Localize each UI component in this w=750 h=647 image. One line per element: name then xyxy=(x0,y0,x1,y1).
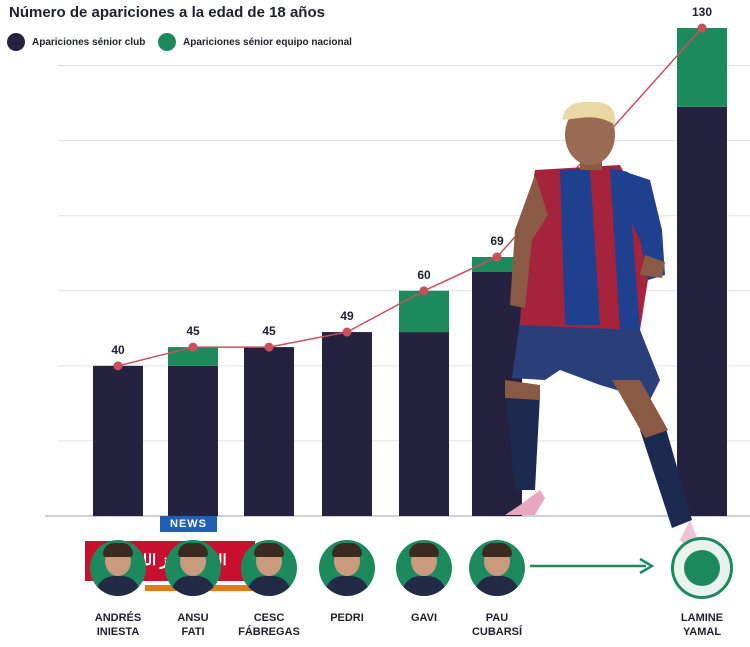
x-tick-label: PEDRI xyxy=(330,612,364,624)
bar-club xyxy=(399,332,449,516)
bar-club xyxy=(168,365,218,516)
x-tick-label: ANDRÉS INIESTA xyxy=(94,612,142,638)
bar-club xyxy=(322,332,372,516)
total-label: 69 xyxy=(490,234,504,248)
total-point xyxy=(342,327,352,337)
legend-swatch-club xyxy=(7,33,25,51)
player-avatar xyxy=(319,540,375,596)
bar-club xyxy=(93,365,143,516)
chart-title: Número de apariciones a la edad de 18 añ… xyxy=(9,4,325,21)
legend-label-national: Apariciones sénior equipo nacional xyxy=(183,36,352,48)
total-point xyxy=(419,286,429,296)
legend-item-club: Apariciones sénior club xyxy=(7,33,145,51)
bar-national xyxy=(677,28,727,107)
player-avatar xyxy=(90,540,146,596)
total-label: 60 xyxy=(417,268,431,282)
watermark-badge: NEWS xyxy=(160,516,217,532)
legend-label-club: Apariciones sénior club xyxy=(32,36,146,48)
player-avatar xyxy=(469,540,525,596)
x-tick-label: PAU CUBARSÍ xyxy=(471,612,523,638)
bar-national xyxy=(472,256,522,272)
total-point xyxy=(264,342,274,352)
player-avatar xyxy=(165,540,221,596)
x-tick-label: ANSU FATI xyxy=(177,612,209,638)
x-tick-label: LAMINE YAMAL xyxy=(680,612,724,638)
total-label: 45 xyxy=(186,324,200,338)
total-point xyxy=(188,342,198,352)
player-avatar xyxy=(241,540,297,596)
x-tick-label: GAVI xyxy=(410,612,438,624)
total-point xyxy=(113,361,123,371)
x-tick-label: CESC FÁBREGAS xyxy=(238,612,300,638)
player-avatar xyxy=(396,540,452,596)
total-label: 40 xyxy=(111,343,125,357)
bar-national xyxy=(168,347,218,366)
bar-national xyxy=(399,290,449,333)
legend-item-national: Apariciones sénior equipo nacional xyxy=(158,33,352,51)
bar-club xyxy=(677,106,727,516)
total-point xyxy=(697,23,707,33)
total-label: 49 xyxy=(340,309,354,323)
bar-club xyxy=(244,347,294,516)
total-label: 130 xyxy=(692,5,712,19)
arrow-head-icon xyxy=(639,557,655,575)
player-avatar-highlight xyxy=(671,537,733,599)
total-point xyxy=(492,252,502,262)
legend-swatch-national xyxy=(158,33,176,51)
total-label: 45 xyxy=(262,324,276,338)
